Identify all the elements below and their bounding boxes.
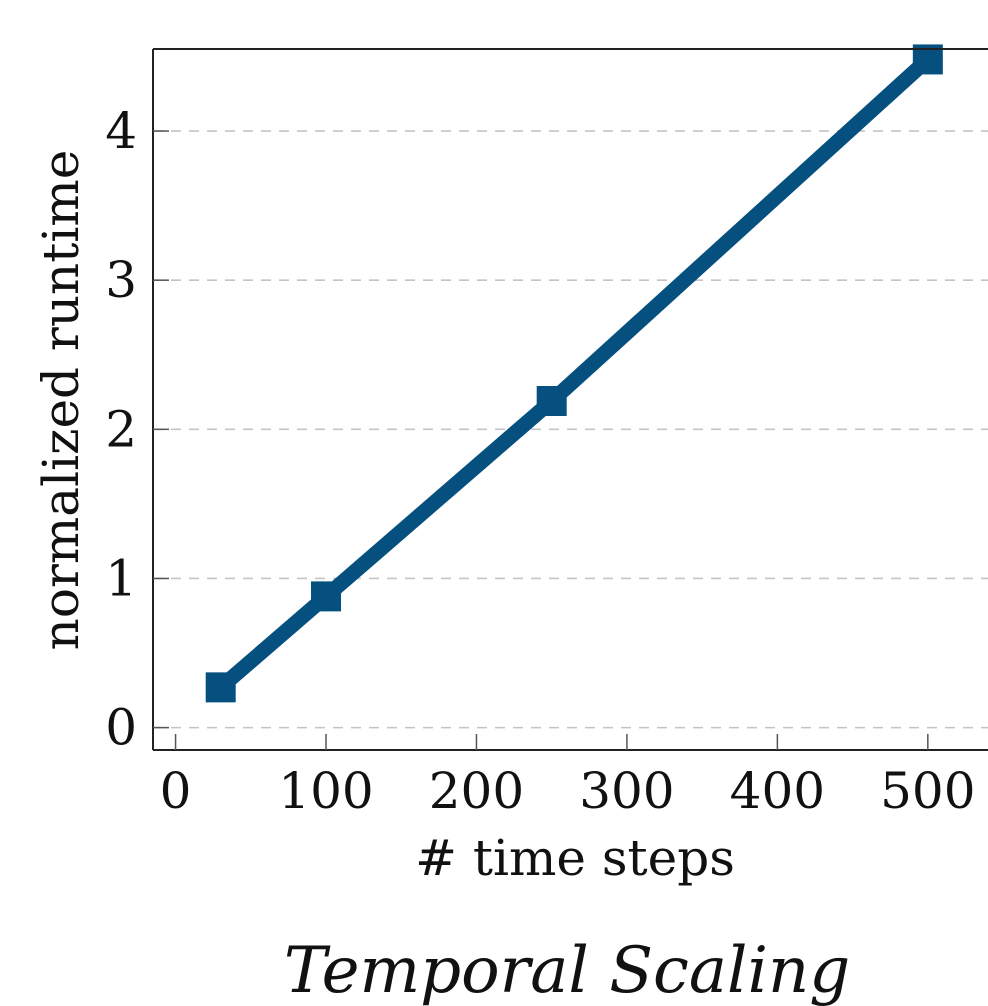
data-point-marker xyxy=(205,672,236,703)
x-tick-label: 200 xyxy=(429,762,524,820)
y-tick-label: 0 xyxy=(105,699,137,757)
x-tick-label: 500 xyxy=(880,762,975,820)
x-tick-label: 100 xyxy=(278,762,373,820)
x-axis-title: # time steps xyxy=(415,829,735,887)
y-tick-label: 3 xyxy=(105,251,137,309)
tick-labels: 0 100 200 300 400 500 0 1 2 3 4 xyxy=(105,102,975,820)
axes xyxy=(152,48,988,751)
chart-caption: Temporal Scaling xyxy=(284,934,850,1006)
y-tick-label: 1 xyxy=(105,549,137,607)
data-point-marker xyxy=(311,581,342,612)
y-tick-label: 2 xyxy=(105,400,137,458)
x-tick-label: 0 xyxy=(160,762,192,820)
x-tick-label: 300 xyxy=(579,762,674,820)
data-point-marker xyxy=(536,385,567,416)
y-axis-title: normalized runtime xyxy=(32,150,90,651)
y-tick-label: 4 xyxy=(105,102,137,160)
series-line xyxy=(215,53,933,694)
series-layer xyxy=(205,44,943,703)
x-tick-label: 400 xyxy=(730,762,825,820)
grid-lines xyxy=(153,130,988,729)
